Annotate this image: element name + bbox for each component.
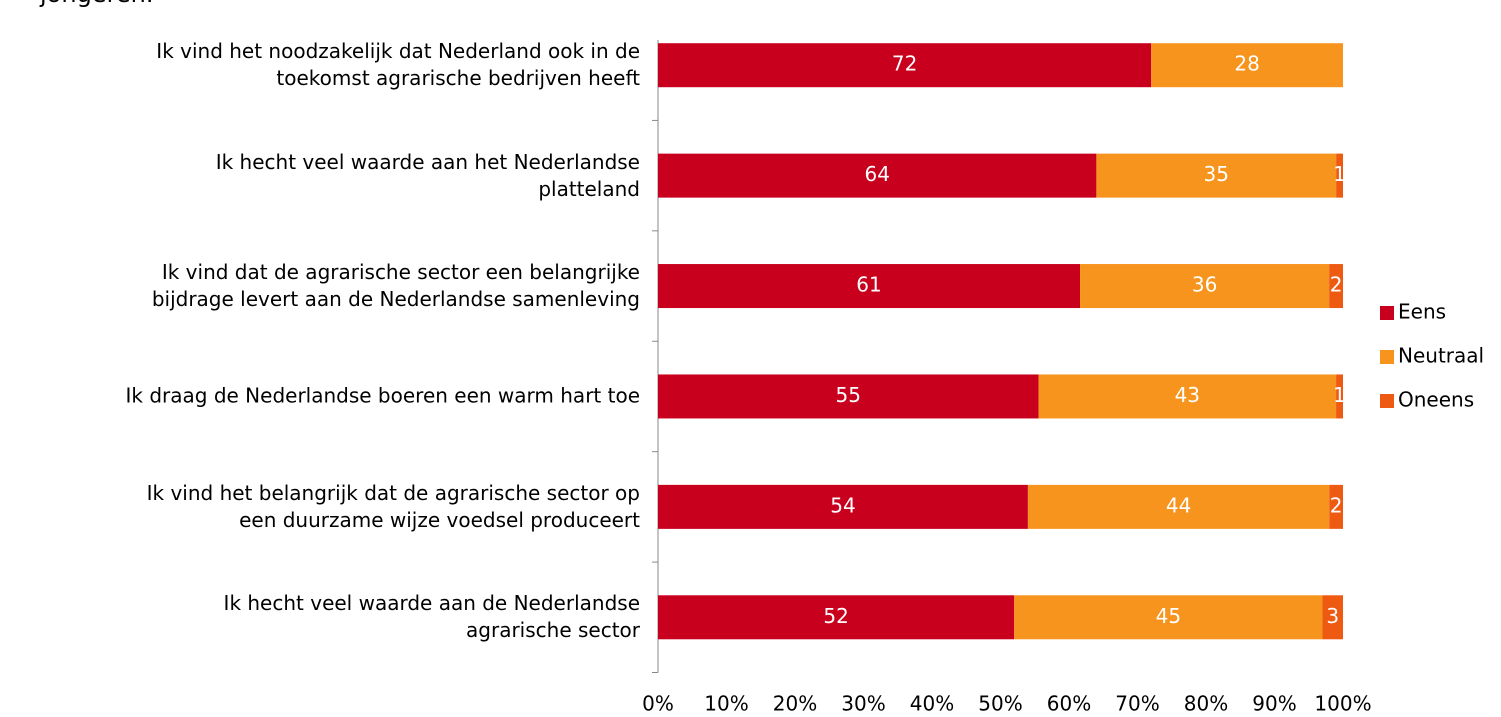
x-tick-label: 30% bbox=[841, 692, 885, 716]
legend-label: Eens bbox=[1398, 300, 1446, 324]
chart-title: jongeren. bbox=[40, 0, 154, 8]
category-label: Ik draag de Nederlandse boeren een warm … bbox=[125, 383, 641, 408]
legend-swatch bbox=[1380, 394, 1394, 408]
bar-segment bbox=[1336, 374, 1343, 419]
category-label: Ik vind dat de agrarische sector een bel… bbox=[151, 260, 640, 312]
x-tick-label: 50% bbox=[978, 692, 1022, 716]
value-label: 55 bbox=[836, 383, 861, 407]
bar-segment bbox=[658, 595, 1015, 640]
bar-segment bbox=[1322, 595, 1343, 640]
x-tick-label: 40% bbox=[910, 692, 954, 716]
bar-segment bbox=[1329, 264, 1343, 309]
bar-segment bbox=[1038, 374, 1337, 419]
category-label: Ik hecht veel waarde aan het Nederlandse… bbox=[215, 149, 640, 201]
legend-swatch bbox=[1380, 350, 1394, 364]
legend-label: Neutraal bbox=[1398, 344, 1484, 368]
legend-label: Oneens bbox=[1398, 388, 1474, 412]
value-label: 72 bbox=[892, 52, 917, 76]
bar-segment bbox=[658, 43, 1152, 88]
bar-segment bbox=[658, 264, 1081, 309]
value-label: 43 bbox=[1175, 383, 1200, 407]
bar-segment bbox=[1080, 264, 1330, 309]
x-tick-label: 80% bbox=[1184, 692, 1228, 716]
legend-swatch bbox=[1380, 306, 1394, 320]
bar-segment bbox=[658, 374, 1039, 419]
category-label: Ik vind het noodzakelijk dat Nederland o… bbox=[156, 39, 640, 91]
x-tick-label: 0% bbox=[642, 692, 674, 716]
value-label: 52 bbox=[823, 604, 848, 628]
category-label: Ik hecht veel waarde aan de Nederlandse … bbox=[223, 591, 640, 643]
value-label: 64 bbox=[864, 162, 889, 186]
bar-segment bbox=[1336, 153, 1343, 198]
value-label: 44 bbox=[1166, 493, 1191, 517]
value-label: 35 bbox=[1204, 162, 1229, 186]
x-tick-label: 10% bbox=[704, 692, 748, 716]
value-label: 61 bbox=[856, 273, 881, 297]
value-label: 1 bbox=[1333, 162, 1346, 186]
bar-segment bbox=[1096, 153, 1337, 198]
value-label: 2 bbox=[1330, 493, 1343, 517]
bar-segment bbox=[1014, 595, 1323, 640]
value-label: 1 bbox=[1333, 383, 1346, 407]
bar-segment bbox=[1151, 43, 1343, 88]
x-tick-label: 20% bbox=[773, 692, 817, 716]
value-label: 45 bbox=[1156, 604, 1181, 628]
x-tick-label: 70% bbox=[1115, 692, 1159, 716]
category-label: Ik vind het belangrijk dat de agrarische… bbox=[146, 480, 640, 532]
value-label: 54 bbox=[830, 493, 855, 517]
x-tick-label: 90% bbox=[1252, 692, 1296, 716]
value-label: 3 bbox=[1326, 604, 1339, 628]
value-label: 36 bbox=[1192, 273, 1217, 297]
bar-segment bbox=[1329, 484, 1343, 529]
value-label: 2 bbox=[1330, 273, 1343, 297]
value-label: 28 bbox=[1234, 52, 1259, 76]
x-tick-label: 60% bbox=[1047, 692, 1091, 716]
bar-segment bbox=[1027, 484, 1330, 529]
x-tick-label: 100% bbox=[1314, 692, 1371, 716]
bar-segment bbox=[658, 153, 1097, 198]
bar-segment bbox=[658, 484, 1028, 529]
